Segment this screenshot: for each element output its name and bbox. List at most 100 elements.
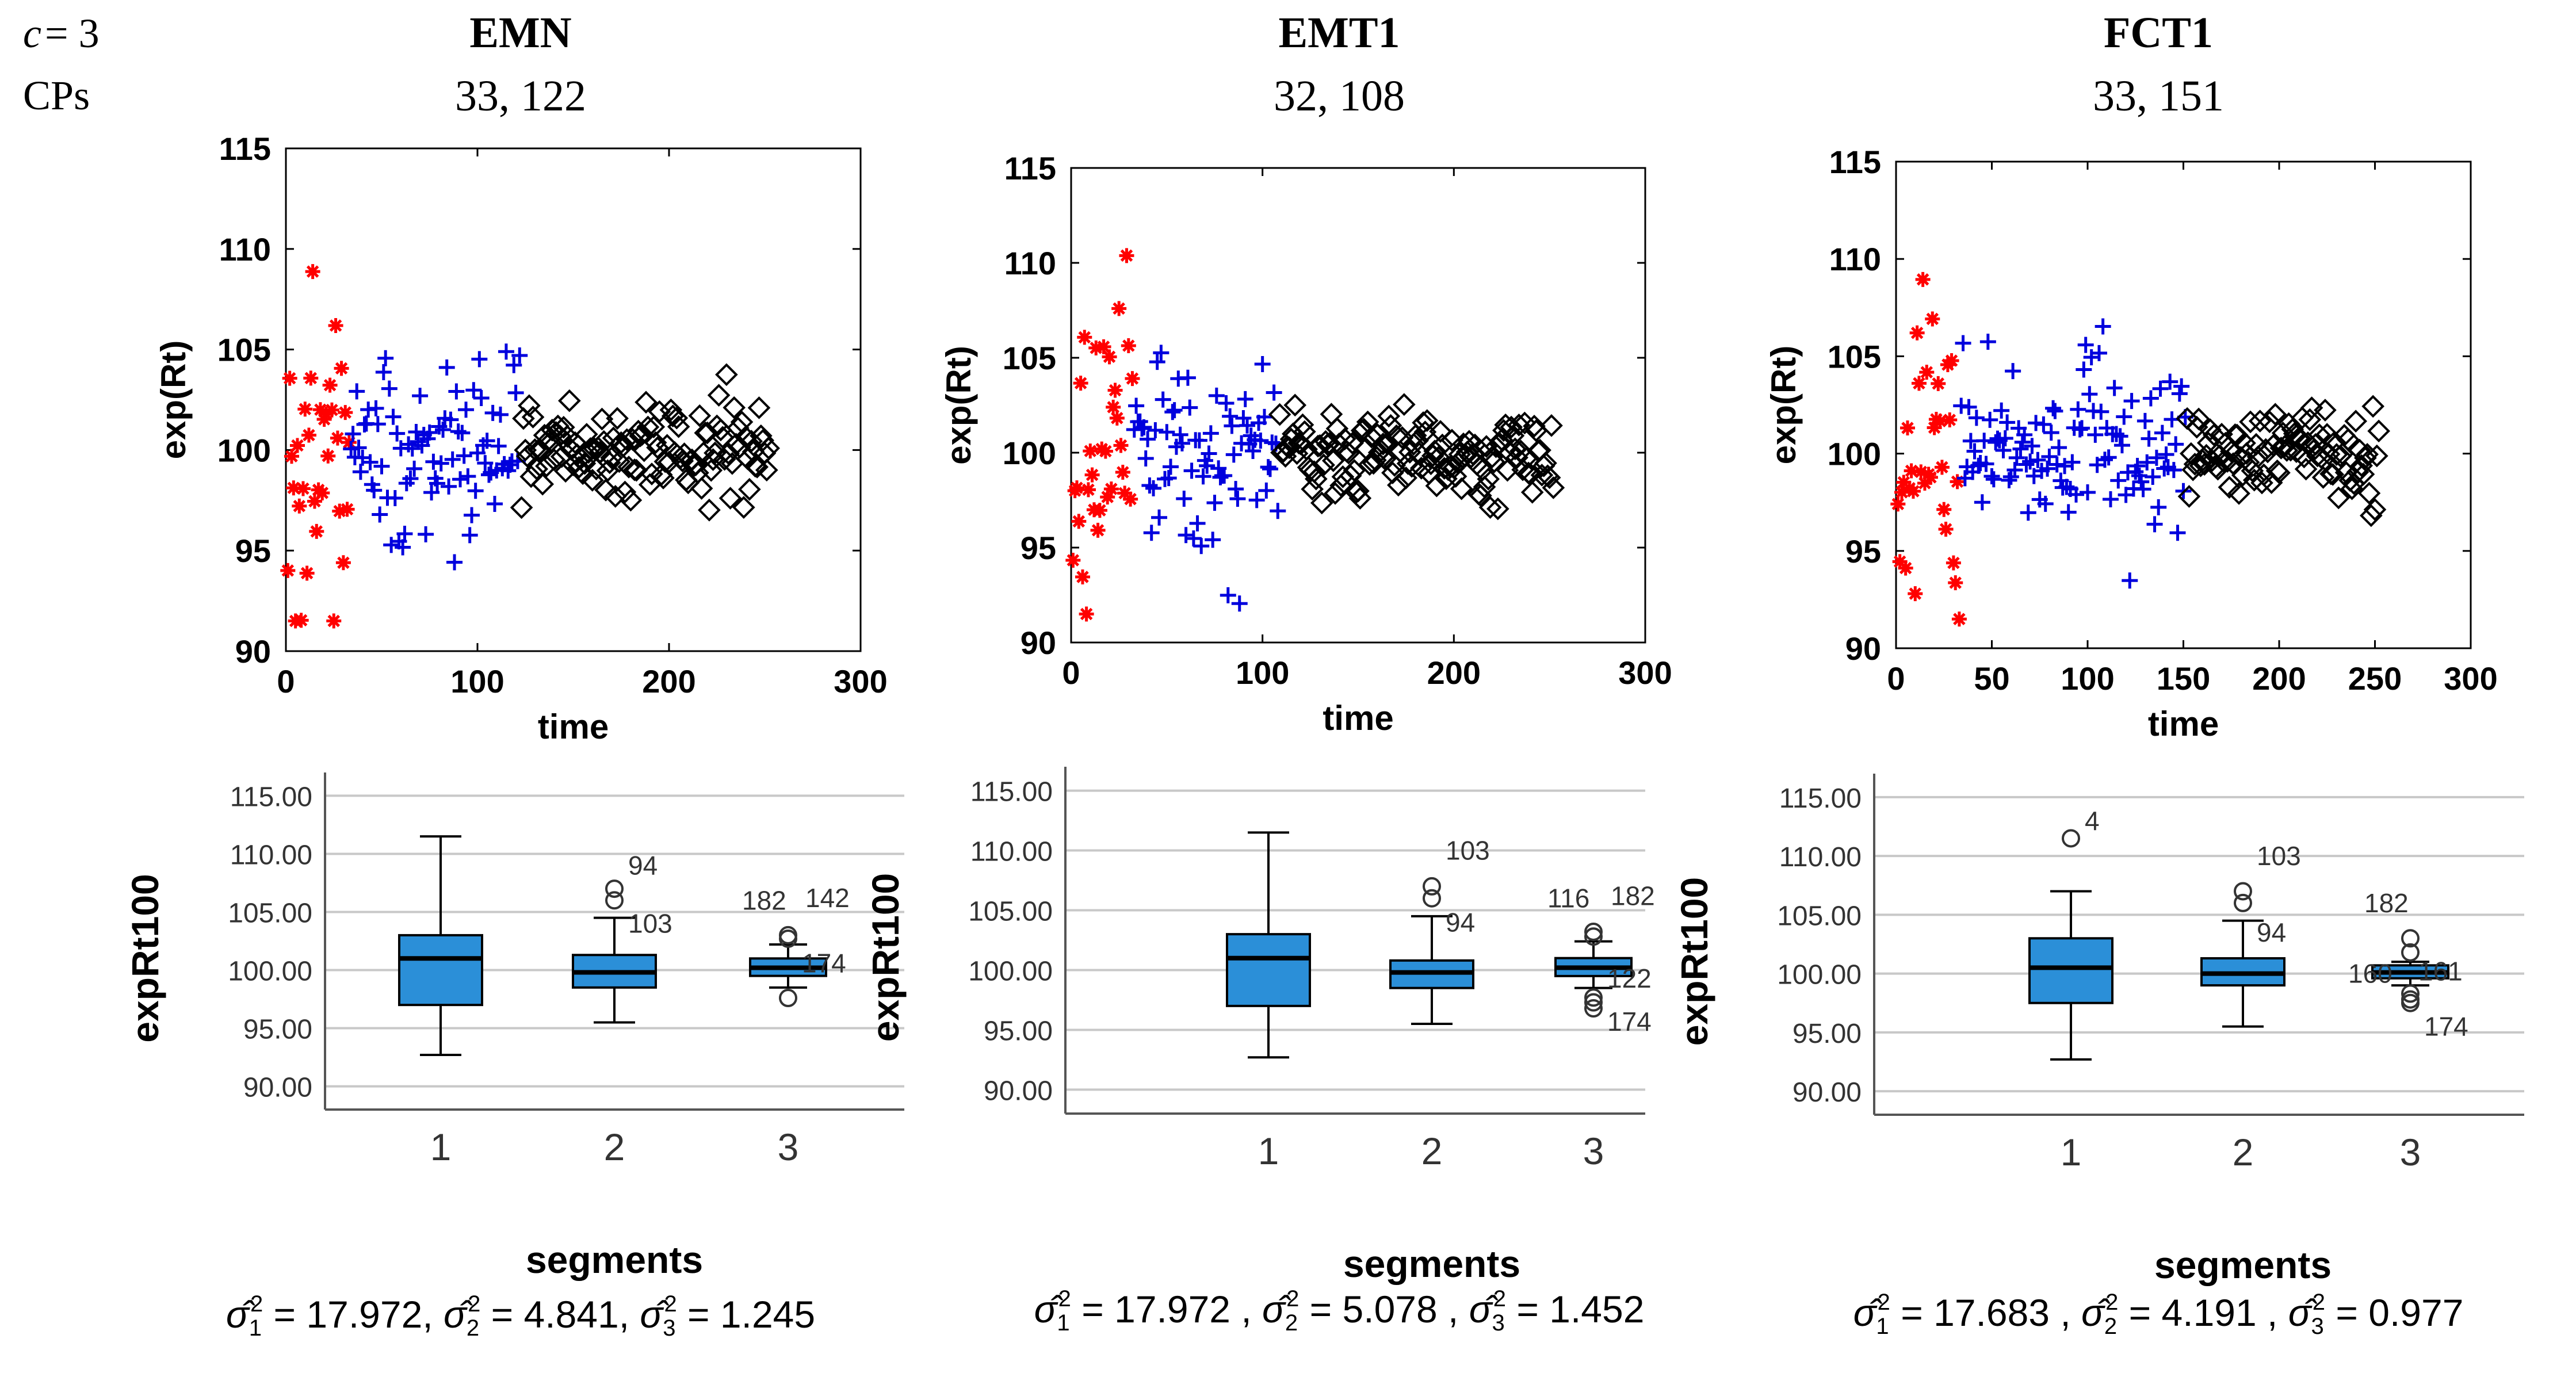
plus-point: [2123, 393, 2140, 410]
plus-point: [2081, 386, 2098, 403]
diamond-point: [640, 462, 663, 485]
outlier-point: [605, 879, 624, 898]
plus-point: [2014, 434, 2031, 450]
diamond-point: [2363, 498, 2387, 521]
asterisk-point: [324, 402, 339, 418]
plus-point: [1162, 458, 1179, 475]
plus-point: [2129, 458, 2146, 475]
asterisk-point: [332, 503, 347, 519]
diamond-point: [1268, 403, 1291, 426]
asterisk-point: [1115, 464, 1130, 480]
outlier-point: [605, 891, 624, 910]
asterisk-point: [1092, 503, 1107, 518]
diamond-point: [755, 458, 778, 482]
outlier-point: [1423, 877, 1441, 896]
plus-point: [421, 424, 438, 441]
plus-point: [1143, 525, 1160, 541]
y-tick-label: 100: [217, 432, 271, 468]
asterisk-point: [1938, 521, 1954, 537]
x-axis-label: time: [538, 707, 609, 746]
diamond-point: [1406, 429, 1429, 452]
asterisk-point: [1123, 491, 1138, 507]
plus-point: [442, 411, 459, 428]
asterisk-point: [1927, 420, 1942, 435]
plus-point: [372, 506, 388, 523]
outlier-point: [2401, 929, 2420, 948]
y-tick-label: 110.00: [1779, 842, 1862, 873]
plus-point: [1212, 469, 1229, 485]
plus-point: [1220, 587, 1236, 603]
plus-point: [425, 453, 442, 470]
plus-point: [2093, 403, 2109, 420]
outlier-point: [2062, 829, 2080, 848]
plus-point: [464, 507, 480, 523]
plus-point: [2139, 454, 2155, 471]
x-tick-label: 1: [1258, 1130, 1279, 1172]
asterisk-point: [1069, 480, 1084, 496]
plus-point: [2108, 426, 2124, 442]
plus-point: [2076, 361, 2092, 378]
plus-point: [2095, 318, 2111, 335]
box-plot-chart: 90.00 95.00 100.00 105.00 110.00 115.00 1 2 3 seg…: [1673, 774, 2524, 1339]
x-tick-label: 100: [2061, 660, 2114, 697]
asterisk-point: [1911, 376, 1927, 391]
plus-point: [2171, 385, 2188, 402]
plus-point: [1983, 468, 2000, 485]
plus-point: [2102, 491, 2119, 507]
plus-point: [1218, 395, 1235, 411]
plus-point: [1979, 334, 1996, 350]
plus-point: [454, 424, 471, 441]
asterisk-point: [1090, 522, 1106, 538]
x-tick-label: 200: [2252, 660, 2306, 697]
plus-point: [1206, 495, 1223, 511]
diamond-point: [1500, 415, 1523, 439]
plus-point: [1160, 470, 1177, 487]
diamond-point: [2264, 403, 2287, 426]
diamond-point: [611, 435, 635, 458]
asterisk-point: [1083, 443, 1098, 459]
box-plot-chart: 90.00 95.00 100.00 105.00 110.00 115.00 1 2 3 seg…: [124, 772, 904, 1341]
x-tick-label: 300: [834, 663, 887, 699]
asterisk-point: [1915, 271, 1931, 287]
outlier-point: [779, 929, 797, 948]
y-tick-label: 95: [235, 533, 271, 569]
diamond-point: [1373, 448, 1397, 471]
asterisk-point: [1117, 485, 1133, 501]
y-tick-label: 115: [219, 131, 271, 167]
x-axis-label: segments: [2154, 1244, 2332, 1286]
asterisk-point: [338, 405, 353, 420]
plus-point: [1237, 391, 1253, 407]
plus-point: [1141, 477, 1158, 494]
plus-point: [2005, 363, 2021, 380]
diamond-point: [621, 428, 644, 451]
outlier-point: [1584, 922, 1603, 941]
y-axis-label: exp(Rt): [154, 341, 193, 460]
diamond-point: [1321, 449, 1345, 472]
plus-point: [1254, 356, 1271, 373]
asterisk-point: [303, 370, 319, 386]
method-title: EMT1: [1278, 9, 1400, 57]
box-segment-1: [2028, 829, 2113, 1061]
plus-point: [2116, 408, 2132, 425]
y-tick-label: 90: [1021, 625, 1056, 661]
diamond-point: [2294, 457, 2318, 481]
c-value: = 3: [45, 10, 100, 56]
diamond-point: [2196, 431, 2220, 454]
plus-point: [465, 382, 482, 399]
diamond-point: [518, 394, 541, 418]
outlier-label: 122: [1607, 963, 1652, 993]
diamond-point: [2346, 460, 2369, 484]
plus-point: [2165, 462, 2182, 479]
box-iqr: [2028, 937, 2113, 1004]
diamond-point: [652, 466, 675, 489]
plus-point: [375, 364, 392, 381]
diamond-point: [2202, 423, 2226, 446]
diamond-point: [2218, 476, 2241, 499]
diamond-point: [642, 415, 666, 438]
plus-point: [2150, 499, 2167, 515]
plus-point: [2113, 437, 2130, 454]
series-3: [510, 363, 780, 522]
diamond-point: [709, 418, 732, 442]
plus-point: [2152, 380, 2169, 397]
plus-point: [1248, 492, 1265, 508]
